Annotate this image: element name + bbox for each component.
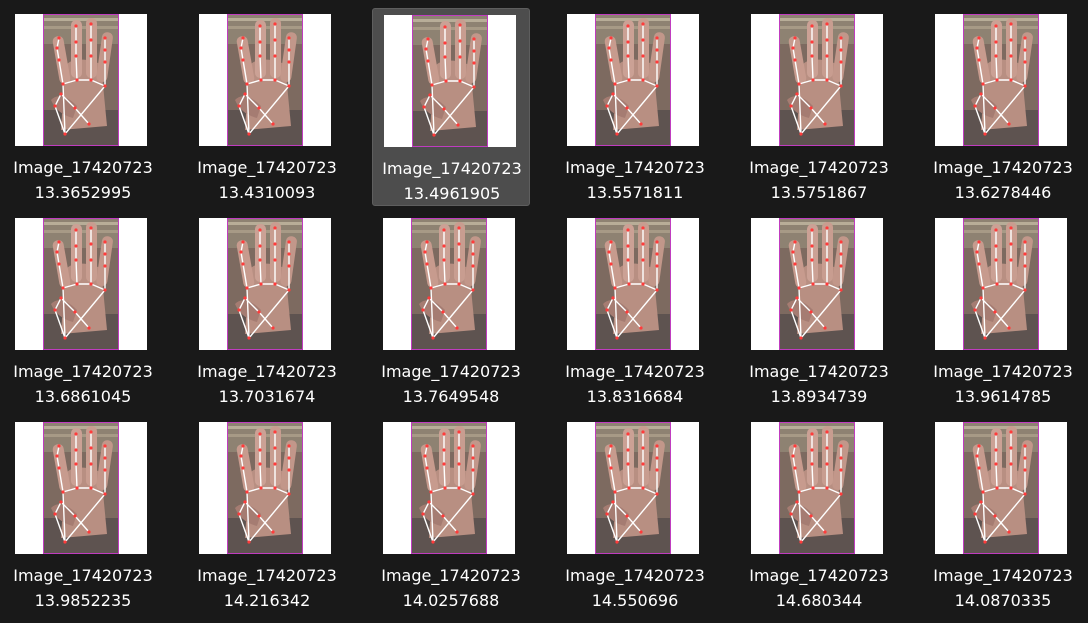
- image-thumbnail-icon: [384, 15, 516, 147]
- file-name-line-1: Image_17420723: [933, 158, 1073, 177]
- file-name-line-1: Image_17420723: [13, 566, 153, 585]
- file-name-line-1: Image_17420723: [381, 362, 521, 381]
- file-name-line-1: Image_17420723: [565, 158, 705, 177]
- file-name-line-2: 14.550696: [591, 591, 679, 610]
- file-name-line-2: 13.4961905: [403, 184, 501, 203]
- image-thumbnail-icon: [199, 14, 331, 146]
- file-item-12[interactable]: Image_17420723 13.9614785: [924, 212, 1082, 410]
- file-name-line-1: Image_17420723: [749, 362, 889, 381]
- file-name-line-1: Image_17420723: [565, 566, 705, 585]
- image-thumbnail-icon: [383, 218, 515, 350]
- file-name-line-2: 14.0870335: [954, 591, 1052, 610]
- file-name-line-1: Image_17420723: [197, 362, 337, 381]
- file-item-10[interactable]: Image_17420723 13.8316684: [556, 212, 714, 410]
- image-thumbnail-icon: [15, 14, 147, 146]
- image-thumbnail-icon: [199, 422, 331, 554]
- file-item-1[interactable]: Image_17420723 13.3652995: [4, 8, 162, 206]
- file-item-14[interactable]: Image_17420723 14.216342: [188, 416, 346, 614]
- image-thumbnail-icon: [751, 422, 883, 554]
- image-thumbnail-icon: [935, 218, 1067, 350]
- file-name-line-1: Image_17420723: [197, 158, 337, 177]
- file-name-line-1: Image_17420723: [749, 566, 889, 585]
- file-name-line-1: Image_17420723: [381, 566, 521, 585]
- file-name-line-2: 14.680344: [775, 591, 863, 610]
- file-name-line-2: 13.9852235: [34, 591, 132, 610]
- file-item-6[interactable]: Image_17420723 13.6278446: [924, 8, 1082, 206]
- file-name-line-1: Image_17420723: [749, 158, 889, 177]
- image-thumbnail-icon: [567, 218, 699, 350]
- file-item-16[interactable]: Image_17420723 14.550696: [556, 416, 714, 614]
- file-name-line-1: Image_17420723: [933, 362, 1073, 381]
- image-thumbnail-icon: [751, 218, 883, 350]
- file-name-line-1: Image_17420723: [565, 362, 705, 381]
- file-name-line-1: Image_17420723: [197, 566, 337, 585]
- file-item-13[interactable]: Image_17420723 13.9852235: [4, 416, 162, 614]
- image-thumbnail-icon: [15, 218, 147, 350]
- image-thumbnail-icon: [15, 422, 147, 554]
- file-item-9[interactable]: Image_17420723 13.7649548: [372, 212, 530, 410]
- image-thumbnail-icon: [567, 422, 699, 554]
- file-item-17[interactable]: Image_17420723 14.680344: [740, 416, 898, 614]
- file-name-line-2: 13.7031674: [218, 387, 316, 406]
- file-item-4[interactable]: Image_17420723 13.5571811: [556, 8, 714, 206]
- file-item-2[interactable]: Image_17420723 13.4310093: [188, 8, 346, 206]
- file-item-8[interactable]: Image_17420723 13.7031674: [188, 212, 346, 410]
- file-name-line-2: 14.216342: [223, 591, 311, 610]
- file-name-line-2: 13.8934739: [770, 387, 868, 406]
- file-name-line-2: 13.7649548: [402, 387, 500, 406]
- file-item-5[interactable]: Image_17420723 13.5751867: [740, 8, 898, 206]
- file-name-line-2: 13.3652995: [34, 183, 132, 202]
- file-name-line-1: Image_17420723: [933, 566, 1073, 585]
- file-item-15[interactable]: Image_17420723 14.0257688: [372, 416, 530, 614]
- file-name-line-2: 13.6278446: [954, 183, 1052, 202]
- file-name-line-2: 14.0257688: [402, 591, 500, 610]
- image-thumbnail-icon: [751, 14, 883, 146]
- file-item-7[interactable]: Image_17420723 13.6861045: [4, 212, 162, 410]
- file-item-3[interactable]: Image_17420723 13.4961905: [372, 8, 530, 206]
- image-thumbnail-icon: [935, 422, 1067, 554]
- file-name-line-2: 13.5571811: [586, 183, 684, 202]
- file-item-18[interactable]: Image_17420723 14.0870335: [924, 416, 1082, 614]
- image-thumbnail-icon: [935, 14, 1067, 146]
- file-name-line-2: 13.5751867: [770, 183, 868, 202]
- image-thumbnail-icon: [383, 422, 515, 554]
- file-name-line-1: Image_17420723: [13, 158, 153, 177]
- image-thumbnail-icon: [199, 218, 331, 350]
- image-thumbnail-icon: [567, 14, 699, 146]
- file-item-11[interactable]: Image_17420723 13.8934739: [740, 212, 898, 410]
- file-name-line-2: 13.8316684: [586, 387, 684, 406]
- file-name-line-2: 13.9614785: [954, 387, 1052, 406]
- file-name-line-2: 13.6861045: [34, 387, 132, 406]
- file-name-line-1: Image_17420723: [382, 159, 522, 178]
- file-name-line-2: 13.4310093: [218, 183, 316, 202]
- file-name-line-1: Image_17420723: [13, 362, 153, 381]
